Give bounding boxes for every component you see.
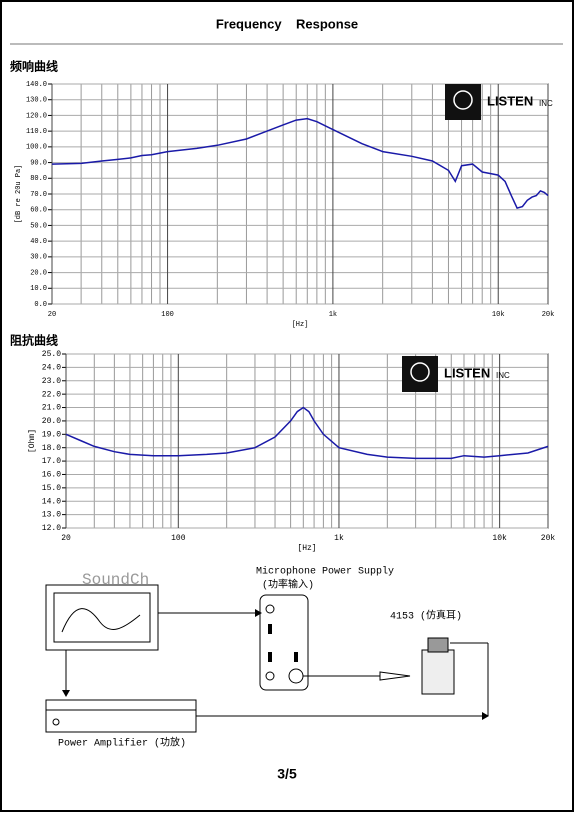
y-tick-label: 17.0: [42, 457, 61, 466]
monitor-screen: [53, 592, 151, 643]
logo-icon: [445, 84, 481, 120]
mic-supply-label: Microphone Power Supply: [256, 566, 394, 578]
amplifier-label: Power Amplifier (功放): [58, 736, 186, 750]
y-tick-label: 140.0: [26, 81, 47, 89]
logo-text: LISTEN: [444, 365, 490, 380]
ear-top: [427, 637, 449, 653]
arrow-head: [482, 712, 489, 720]
y-tick-label: 70.0: [30, 191, 47, 199]
logo-head: [453, 90, 473, 110]
y-tick-label: 60.0: [30, 207, 47, 215]
y-tick-label: 18.0: [42, 444, 61, 453]
logo: LISTEN INC: [402, 356, 510, 392]
y-tick-label: 120.0: [26, 112, 47, 120]
switch: [268, 624, 272, 634]
x-tick-label: 100: [161, 311, 174, 319]
logo-icon: [402, 356, 438, 392]
y-tick-label: 40.0: [30, 238, 47, 246]
mic-plug: [379, 671, 411, 681]
logo: LISTEN INC: [445, 84, 553, 120]
chart-title: 阻抗曲线: [10, 333, 58, 348]
y-tick-label: 90.0: [30, 159, 47, 167]
y-tick-label: 130.0: [26, 97, 47, 105]
x-tick-label: 10k: [492, 311, 505, 319]
x-tick-label: 1k: [329, 311, 337, 319]
logo-head: [410, 362, 430, 382]
y-tick-label: 23.0: [42, 377, 61, 386]
y-tick-label: 25.0: [42, 350, 61, 359]
switch: [268, 652, 272, 662]
ear-simulator: [421, 649, 455, 695]
jack: [265, 604, 275, 614]
data-line: [51, 117, 549, 209]
data-line: [65, 406, 549, 460]
logo-text: LISTEN: [487, 93, 533, 108]
chart-title: 频响曲线: [10, 59, 58, 74]
monitor: [45, 584, 159, 651]
arrow-head: [62, 690, 70, 697]
y-axis-label: [Ohm]: [28, 429, 37, 453]
y-tick-label: 21.0: [42, 404, 61, 413]
diagram-watermark: SoundCh: [82, 571, 149, 589]
charts: 频响曲线 0.0 10.0 20.0 30.0 40.0 50.0 60.0 70.0 80.0 9…: [10, 59, 555, 554]
y-tick-label: 20.0: [30, 269, 47, 277]
y-tick-label: 15.0: [42, 484, 61, 493]
x-tick-label: 10k: [492, 534, 507, 543]
y-tick-label: 22.0: [42, 390, 61, 399]
diagram: SoundCh Power Amplifier (功放) Microphone …: [45, 566, 489, 750]
y-tick-label: 14.0: [42, 497, 61, 506]
amplifier-knob: [52, 718, 60, 726]
mic-supply-note: (功率输入): [262, 578, 314, 592]
page-number: 3/5: [277, 766, 297, 782]
monitor-wave: [61, 608, 141, 633]
y-axis-label: [dB re 20u Pa]: [15, 165, 23, 224]
x-tick-label: 20k: [542, 311, 555, 319]
x-axis-label: [Hz]: [297, 544, 316, 553]
plot-area: [65, 353, 549, 529]
header-title: Frequency Response: [216, 16, 358, 31]
logo-suffix: INC: [496, 371, 510, 380]
mic-supply-box: [259, 594, 309, 691]
y-tick-label: 50.0: [30, 222, 47, 230]
y-tick-label: 12.0: [42, 524, 61, 533]
y-tick-label: 10.0: [30, 285, 47, 293]
jack: [265, 671, 275, 681]
x-tick-label: 100: [171, 534, 186, 543]
logo-suffix: INC: [539, 99, 553, 108]
y-tick-label: 0.0: [34, 301, 47, 309]
y-tick-label: 80.0: [30, 175, 47, 183]
arrow-head: [255, 609, 262, 617]
x-tick-label: 20: [48, 311, 56, 319]
y-tick-label: 110.0: [26, 128, 47, 136]
y-tick-label: 16.0: [42, 471, 61, 480]
y-tick-label: 24.0: [42, 363, 61, 372]
x-axis-label: [Hz]: [292, 321, 309, 329]
x-tick-label: 20k: [541, 534, 556, 543]
switch: [294, 652, 298, 662]
x-tick-label: 20: [61, 534, 71, 543]
y-tick-label: 100.0: [26, 144, 47, 152]
y-tick-label: 13.0: [42, 511, 61, 520]
ear-label: 4153 (仿真耳): [390, 609, 462, 623]
y-tick-label: 30.0: [30, 254, 47, 262]
x-tick-label: 1k: [334, 534, 344, 543]
y-tick-label: 19.0: [42, 430, 61, 439]
y-tick-label: 20.0: [42, 417, 61, 426]
